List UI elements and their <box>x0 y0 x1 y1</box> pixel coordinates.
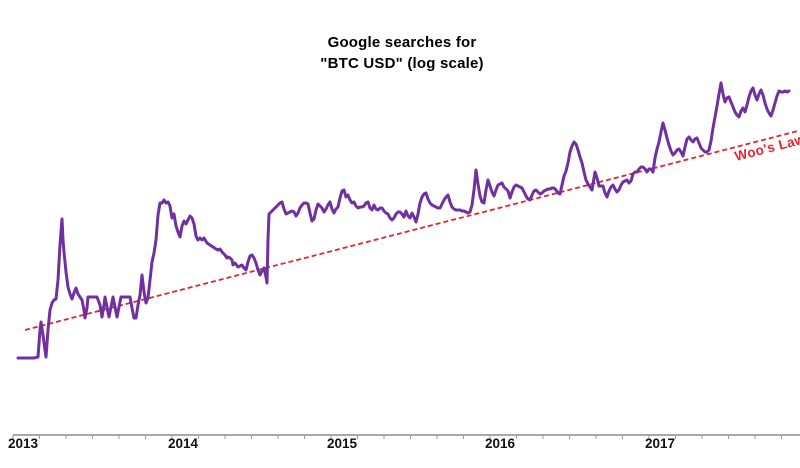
x-axis-ticks <box>12 435 782 439</box>
x-axis-year-label: 2017 <box>645 436 675 451</box>
search-interest-line <box>16 81 791 360</box>
x-axis-year-label: 2016 <box>485 436 516 451</box>
woos-law-trendline <box>24 130 799 331</box>
chart-title-line1: Google searches for <box>327 34 477 51</box>
chart-title: Google searches for "BTC USD" (log scale… <box>320 32 483 74</box>
x-axis-year-label: 2015 <box>327 436 358 451</box>
chart-title-line2: "BTC USD" (log scale) <box>320 55 484 72</box>
x-axis-year-label: 2013 <box>8 436 39 451</box>
woos-law-label: Woo's Law <box>733 131 800 164</box>
x-axis-year-label: 2014 <box>168 436 199 451</box>
x-axis-year-labels: 2013 2014 2015 2016 2017 <box>8 436 675 451</box>
